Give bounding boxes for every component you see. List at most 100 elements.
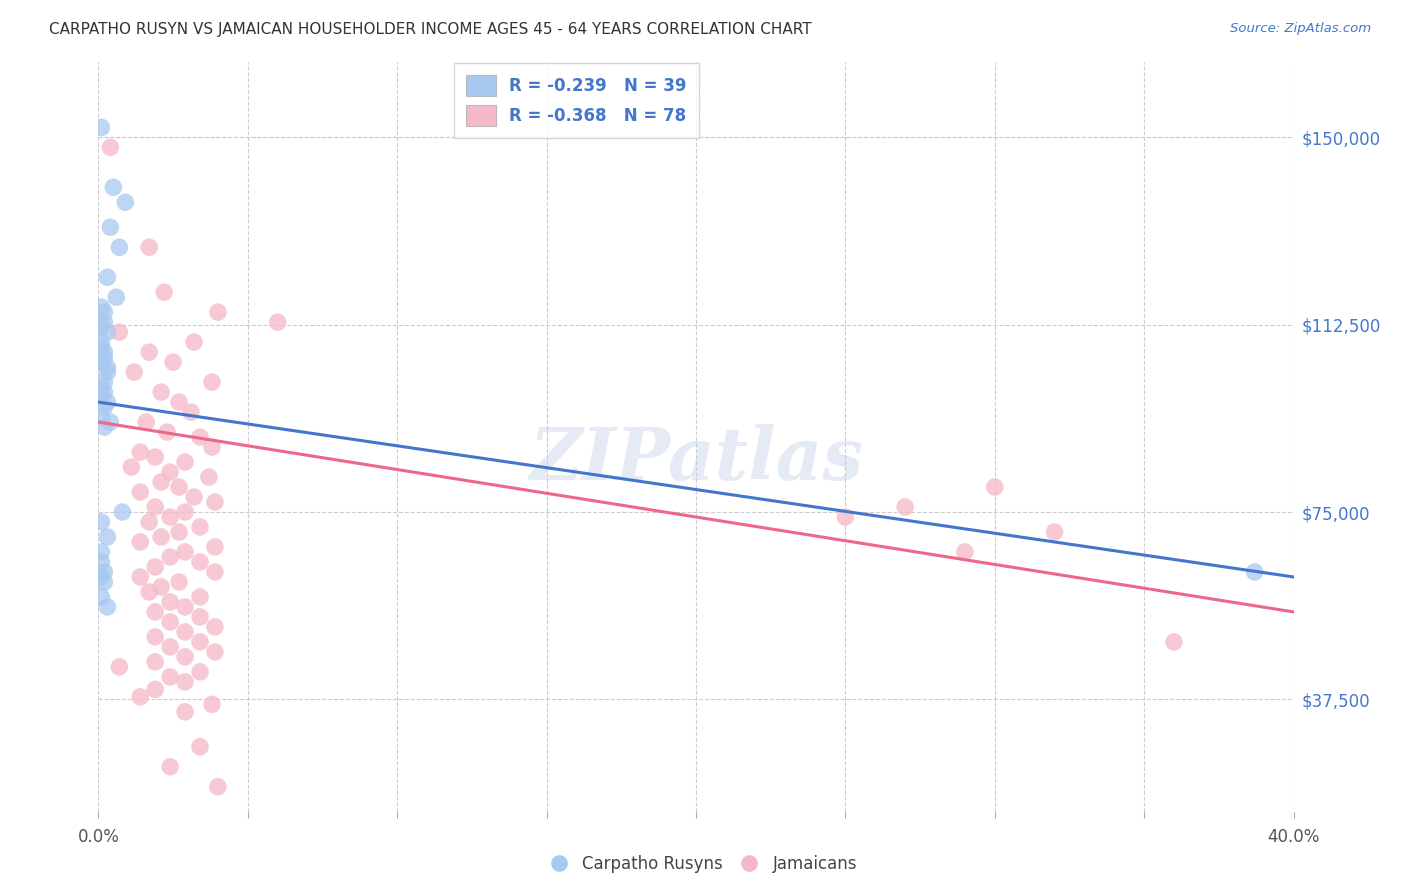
Point <box>201 375 224 389</box>
Point <box>143 500 166 514</box>
Point <box>150 385 173 400</box>
Point <box>93 574 115 589</box>
Point <box>138 240 160 254</box>
Point <box>894 500 917 514</box>
Point <box>953 545 976 559</box>
Point <box>156 425 179 439</box>
Point <box>204 645 226 659</box>
Point <box>188 665 211 679</box>
Point <box>98 415 122 429</box>
Point <box>90 300 112 314</box>
Point <box>129 570 152 584</box>
Point <box>129 535 152 549</box>
Point <box>90 515 112 529</box>
Text: Source: ZipAtlas.com: Source: ZipAtlas.com <box>1230 22 1371 36</box>
Point <box>143 560 166 574</box>
Point <box>201 698 224 712</box>
Point <box>90 410 112 425</box>
Point <box>93 315 115 329</box>
Point <box>93 305 115 319</box>
Point <box>204 540 226 554</box>
Legend: Carpatho Rusyns, Jamaicans: Carpatho Rusyns, Jamaicans <box>543 848 863 880</box>
Point <box>188 555 211 569</box>
Point <box>174 674 197 689</box>
Point <box>143 630 166 644</box>
Point <box>183 335 205 350</box>
Point <box>93 350 115 364</box>
Text: CARPATHO RUSYN VS JAMAICAN HOUSEHOLDER INCOME AGES 45 - 64 YEARS CORRELATION CHA: CARPATHO RUSYN VS JAMAICAN HOUSEHOLDER I… <box>49 22 811 37</box>
Point <box>159 549 181 564</box>
Point <box>207 305 229 319</box>
Point <box>159 595 181 609</box>
Point <box>834 510 856 524</box>
Point <box>188 635 211 649</box>
Point <box>108 240 131 254</box>
Point <box>129 485 152 500</box>
Point <box>90 120 112 135</box>
Point <box>93 565 115 579</box>
Point <box>108 325 131 339</box>
Point <box>93 375 115 389</box>
Point <box>138 515 160 529</box>
Point <box>90 390 112 404</box>
Point <box>174 505 197 519</box>
Point <box>174 455 197 469</box>
Point <box>93 385 115 400</box>
Point <box>1163 635 1185 649</box>
Legend: R = -0.239   N = 39, R = -0.368   N = 78: R = -0.239 N = 39, R = -0.368 N = 78 <box>454 63 699 137</box>
Point <box>198 470 221 484</box>
Point <box>1043 524 1066 539</box>
Point <box>150 475 173 489</box>
Point <box>188 520 211 534</box>
Point <box>96 599 118 614</box>
Point <box>138 345 160 359</box>
Point <box>143 450 166 464</box>
Point <box>174 705 197 719</box>
Point <box>188 610 211 624</box>
Point <box>162 355 184 369</box>
Point <box>98 220 122 235</box>
Point <box>1243 565 1265 579</box>
Point <box>159 615 181 629</box>
Point <box>96 395 118 409</box>
Point <box>93 345 115 359</box>
Point <box>108 660 131 674</box>
Point <box>96 270 118 285</box>
Point <box>167 395 190 409</box>
Point <box>90 335 112 350</box>
Point <box>103 180 125 194</box>
Point <box>93 420 115 434</box>
Point <box>105 290 128 304</box>
Point <box>111 505 134 519</box>
Point <box>143 605 166 619</box>
Point <box>114 195 136 210</box>
Point <box>150 580 173 594</box>
Point <box>167 574 190 589</box>
Point <box>159 465 181 479</box>
Point <box>174 599 197 614</box>
Point <box>90 380 112 394</box>
Point <box>159 760 181 774</box>
Point <box>183 490 205 504</box>
Point <box>204 620 226 634</box>
Point <box>159 670 181 684</box>
Point <box>188 430 211 444</box>
Point <box>201 440 224 454</box>
Point <box>90 340 112 354</box>
Point <box>96 360 118 375</box>
Point <box>90 355 112 369</box>
Point <box>96 365 118 379</box>
Point <box>167 480 190 494</box>
Point <box>124 365 146 379</box>
Point <box>90 320 112 334</box>
Point <box>204 495 226 509</box>
Point <box>143 682 166 697</box>
Point <box>90 555 112 569</box>
Point <box>138 585 160 599</box>
Point <box>207 780 229 794</box>
Point <box>167 524 190 539</box>
Point <box>180 405 202 419</box>
Point <box>150 530 173 544</box>
Point <box>96 325 118 339</box>
Point <box>159 640 181 654</box>
